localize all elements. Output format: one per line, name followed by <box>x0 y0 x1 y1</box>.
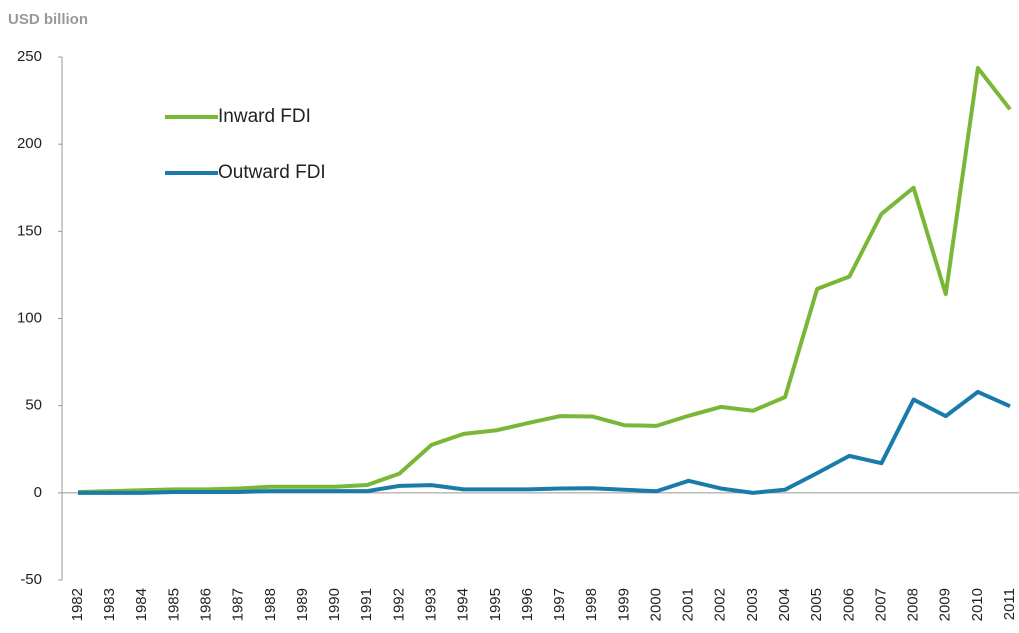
legend-label: Outward FDI <box>218 162 326 183</box>
x-tick-label: 1992 <box>390 588 407 621</box>
x-tick-label: 1989 <box>294 588 311 621</box>
x-tick-label: 2000 <box>647 588 664 621</box>
data-line <box>78 389 1011 495</box>
x-tick-label: 1984 <box>133 588 150 621</box>
x-tick-label: 1999 <box>615 588 632 621</box>
x-tick-label: 1997 <box>551 588 568 621</box>
x-tick-label: 1988 <box>262 588 279 621</box>
y-tick-label: 200 <box>17 135 42 152</box>
x-tick-label: 1998 <box>583 588 600 621</box>
x-tick-label: 2002 <box>712 588 729 621</box>
x-tick-label: 1996 <box>519 588 536 621</box>
y-tick-label: 250 <box>17 48 42 65</box>
x-tick-label: 2008 <box>905 588 922 621</box>
x-tick-label: 2005 <box>808 588 825 621</box>
y-tick-label: 50 <box>25 397 42 414</box>
x-tick-label: 1991 <box>358 588 375 621</box>
x-tick-label: 1987 <box>230 588 247 621</box>
y-tick-label: 0 <box>34 484 42 501</box>
x-tick-label: 1994 <box>455 588 472 621</box>
y-tick-label: -50 <box>20 571 42 588</box>
x-tick-label: 1993 <box>422 588 439 621</box>
x-tick-label: 2009 <box>937 588 954 621</box>
x-tick-label: 2003 <box>744 588 761 621</box>
x-tick-label: 2010 <box>969 588 986 621</box>
legend-label: Inward FDI <box>218 106 311 127</box>
x-tick-label: 2001 <box>680 588 697 621</box>
data-line <box>77 65 1012 494</box>
x-tick-label: 1983 <box>101 588 118 621</box>
x-tick-label: 1995 <box>487 588 504 621</box>
x-tick-label: 2004 <box>776 588 793 621</box>
x-tick-label: 1985 <box>165 588 182 621</box>
y-axis-label: USD billion <box>8 11 88 28</box>
x-tick-label: 2007 <box>872 588 889 621</box>
x-tick-label: 2011 <box>1001 588 1018 620</box>
x-tick-label: 2006 <box>840 588 857 621</box>
x-tick-label: 1982 <box>69 588 86 621</box>
x-tick-label: 1986 <box>198 588 215 621</box>
y-tick-label: 150 <box>17 222 42 239</box>
x-tick-label: 1990 <box>326 588 343 621</box>
y-tick-label: 100 <box>17 309 42 326</box>
